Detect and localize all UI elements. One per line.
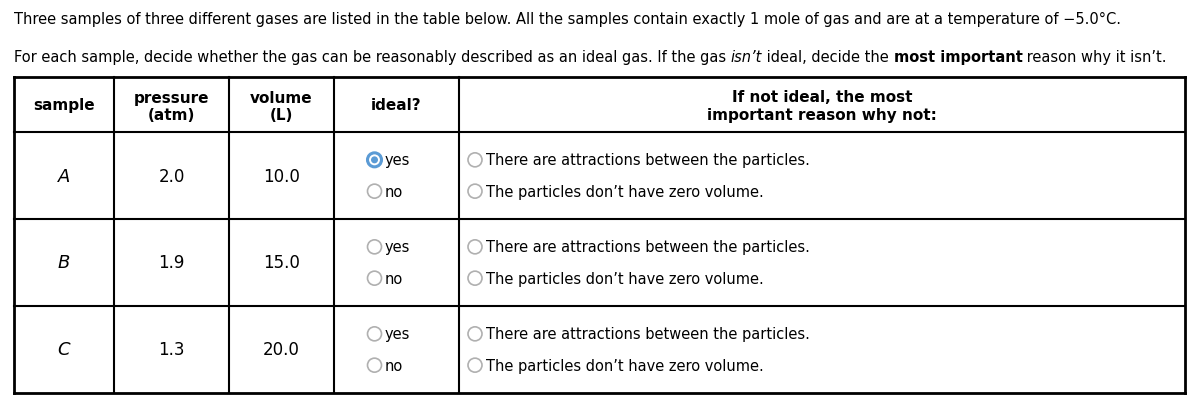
Text: volume: volume	[250, 91, 313, 106]
Text: 20.0: 20.0	[263, 341, 300, 358]
Text: isn’t: isn’t	[731, 50, 762, 65]
Text: C: C	[58, 341, 71, 358]
Text: (atm): (atm)	[148, 108, 196, 123]
Text: 1.9: 1.9	[158, 254, 185, 272]
Text: A: A	[58, 167, 70, 185]
Text: yes: yes	[384, 326, 410, 342]
Text: most important: most important	[894, 50, 1022, 65]
Text: no: no	[384, 271, 403, 286]
Text: yes: yes	[384, 153, 410, 168]
Text: no: no	[384, 184, 403, 199]
Text: The particles don’t have zero volume.: The particles don’t have zero volume.	[486, 358, 763, 373]
Text: If not ideal, the most: If not ideal, the most	[732, 90, 912, 105]
Text: (L): (L)	[270, 108, 293, 123]
Text: no: no	[384, 358, 403, 373]
Ellipse shape	[371, 157, 378, 164]
Text: B: B	[58, 254, 70, 272]
Text: There are attractions between the particles.: There are attractions between the partic…	[486, 326, 810, 342]
Text: 15.0: 15.0	[263, 254, 300, 272]
Text: sample: sample	[34, 98, 95, 113]
Text: reason why it isn’t.: reason why it isn’t.	[1022, 50, 1166, 65]
Text: important reason why not:: important reason why not:	[707, 108, 937, 123]
Text: 2.0: 2.0	[158, 167, 185, 185]
Text: yes: yes	[384, 240, 410, 255]
Text: 1.3: 1.3	[158, 341, 185, 358]
Text: The particles don’t have zero volume.: The particles don’t have zero volume.	[486, 271, 763, 286]
Text: ideal?: ideal?	[371, 98, 422, 113]
Text: There are attractions between the particles.: There are attractions between the partic…	[486, 240, 810, 255]
Text: ideal, decide the: ideal, decide the	[762, 50, 894, 65]
Text: The particles don’t have zero volume.: The particles don’t have zero volume.	[486, 184, 763, 199]
Text: pressure: pressure	[133, 91, 209, 106]
Text: There are attractions between the particles.: There are attractions between the partic…	[486, 153, 810, 168]
Text: Three samples of three different gases are listed in the table below. All the sa: Three samples of three different gases a…	[14, 12, 1121, 27]
Text: 10.0: 10.0	[263, 167, 300, 185]
Text: For each sample, decide whether the gas can be reasonably described as an ideal : For each sample, decide whether the gas …	[14, 50, 731, 65]
